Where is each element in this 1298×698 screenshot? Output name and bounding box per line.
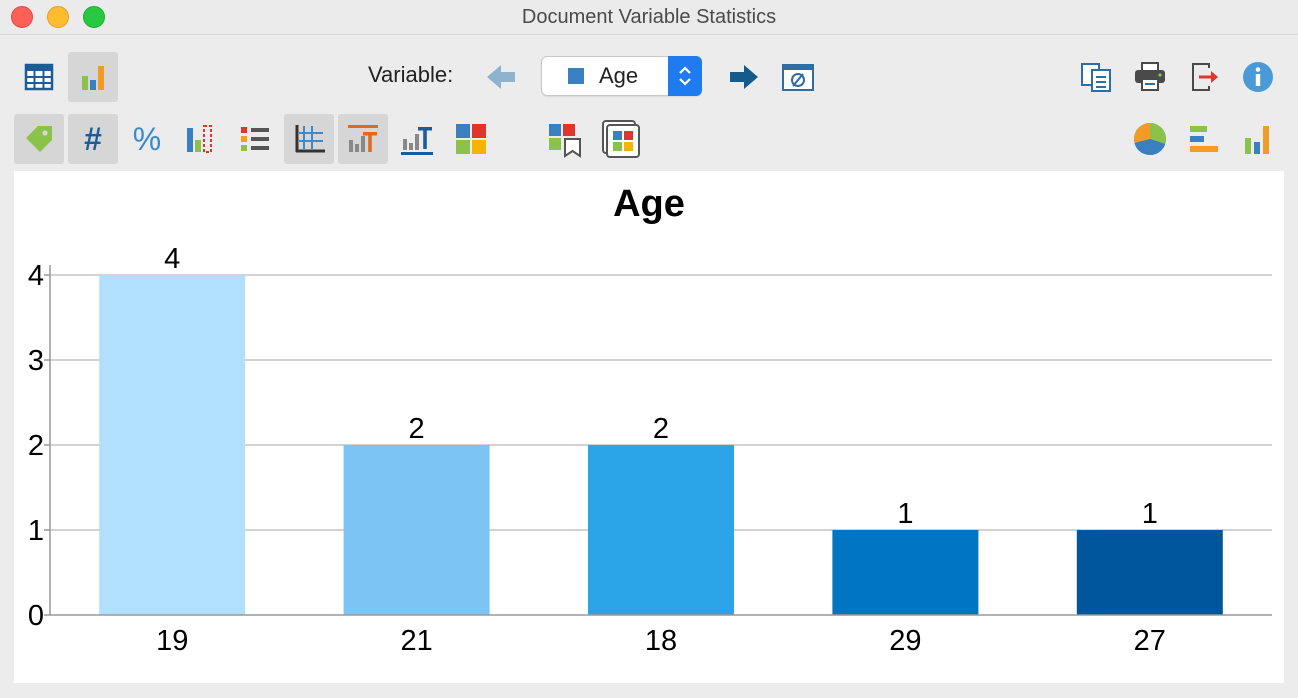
export-icon	[1192, 63, 1218, 91]
chart-title-icon	[348, 125, 378, 152]
y-tick-label: 3	[28, 345, 44, 377]
horizontal-bar-chart-button[interactable]	[1179, 114, 1229, 164]
axis-labels-icon	[401, 127, 433, 155]
variable-color-swatch	[568, 68, 584, 84]
variable-label: Variable:	[368, 62, 454, 87]
y-tick-label: 2	[28, 430, 44, 462]
bar	[99, 275, 246, 615]
variable-select[interactable]: Age	[541, 56, 702, 96]
data-label: 2	[653, 413, 669, 445]
pie-chart-button[interactable]	[1125, 114, 1175, 164]
bookmark-chart-icon	[549, 124, 581, 158]
bar	[343, 445, 490, 615]
x-tick-label: 29	[889, 625, 921, 657]
x-tick-label: 18	[645, 625, 677, 657]
percentages-button[interactable]: %	[122, 114, 172, 164]
data-label: 1	[1142, 498, 1158, 530]
x-tick-label: 21	[400, 625, 432, 657]
y-tick-label: 4	[28, 260, 44, 292]
colors-icon	[456, 124, 486, 154]
table-view-button[interactable]	[14, 52, 64, 102]
info-button[interactable]	[1233, 52, 1283, 102]
arrow-left-icon	[487, 65, 515, 89]
data-label: 4	[164, 243, 180, 275]
arrow-right-icon	[730, 65, 758, 89]
close-window-button[interactable]	[11, 6, 33, 28]
show-labels-button[interactable]	[14, 114, 64, 164]
variable-select-value: Age	[599, 63, 639, 88]
absolute-frequencies-button[interactable]: #	[68, 114, 118, 164]
vertical-bar-chart-button[interactable]	[1233, 114, 1283, 164]
tag-icon	[26, 126, 52, 152]
zoom-window-button[interactable]	[83, 6, 105, 28]
bookmark-chart-button[interactable]	[538, 114, 588, 164]
percent-icon: %	[133, 122, 161, 156]
hash-icon: #	[84, 122, 102, 156]
y-tick-label: 0	[28, 600, 44, 632]
export-button[interactable]	[1179, 52, 1229, 102]
variable-select-stepper[interactable]	[668, 56, 702, 96]
y-tick-label: 1	[28, 515, 44, 547]
axis-labels-button[interactable]	[392, 114, 442, 164]
bar	[588, 445, 734, 615]
info-icon	[1243, 62, 1273, 92]
print-button[interactable]	[1125, 52, 1175, 102]
bar-chart-icon	[82, 66, 104, 90]
x-tick-label: 19	[156, 625, 188, 657]
chart-title-button[interactable]	[338, 114, 388, 164]
bar	[1076, 530, 1223, 615]
data-label: 1	[897, 498, 913, 530]
missing-values-icon	[187, 125, 212, 153]
title-bar: Document Variable Statistics	[0, 0, 1298, 35]
next-variable-button[interactable]	[719, 52, 769, 102]
pie-chart-icon	[1133, 122, 1167, 155]
gridlines-button[interactable]	[284, 114, 334, 164]
window-title: Document Variable Statistics	[521, 6, 777, 28]
data-label: 2	[409, 413, 425, 445]
copy-icon	[1081, 63, 1111, 92]
x-tick-label: 27	[1134, 625, 1166, 657]
colors-button[interactable]	[446, 114, 496, 164]
no-filter-icon	[782, 64, 814, 91]
table-icon	[24, 63, 54, 91]
copy-button[interactable]	[1071, 52, 1121, 102]
previous-variable-button[interactable]	[476, 52, 526, 102]
legend-button[interactable]	[230, 114, 280, 164]
bar	[832, 530, 979, 615]
legend-icon	[241, 127, 269, 151]
missing-values-button[interactable]	[176, 114, 226, 164]
chart-title: Age	[613, 183, 685, 225]
chart-view-button[interactable]	[68, 52, 118, 102]
minimize-window-button[interactable]	[47, 6, 69, 28]
filter-button[interactable]	[773, 52, 823, 102]
print-icon	[1135, 62, 1165, 91]
gallery-icon	[602, 120, 640, 158]
svg-text:%: %	[133, 122, 161, 156]
horizontal-bar-icon	[1190, 126, 1218, 152]
chevron-up-down-icon	[679, 66, 691, 86]
gallery-button[interactable]	[596, 114, 646, 164]
gridlines-icon	[295, 125, 325, 153]
vertical-bar-icon	[1245, 126, 1269, 154]
svg-text:#: #	[84, 122, 102, 156]
